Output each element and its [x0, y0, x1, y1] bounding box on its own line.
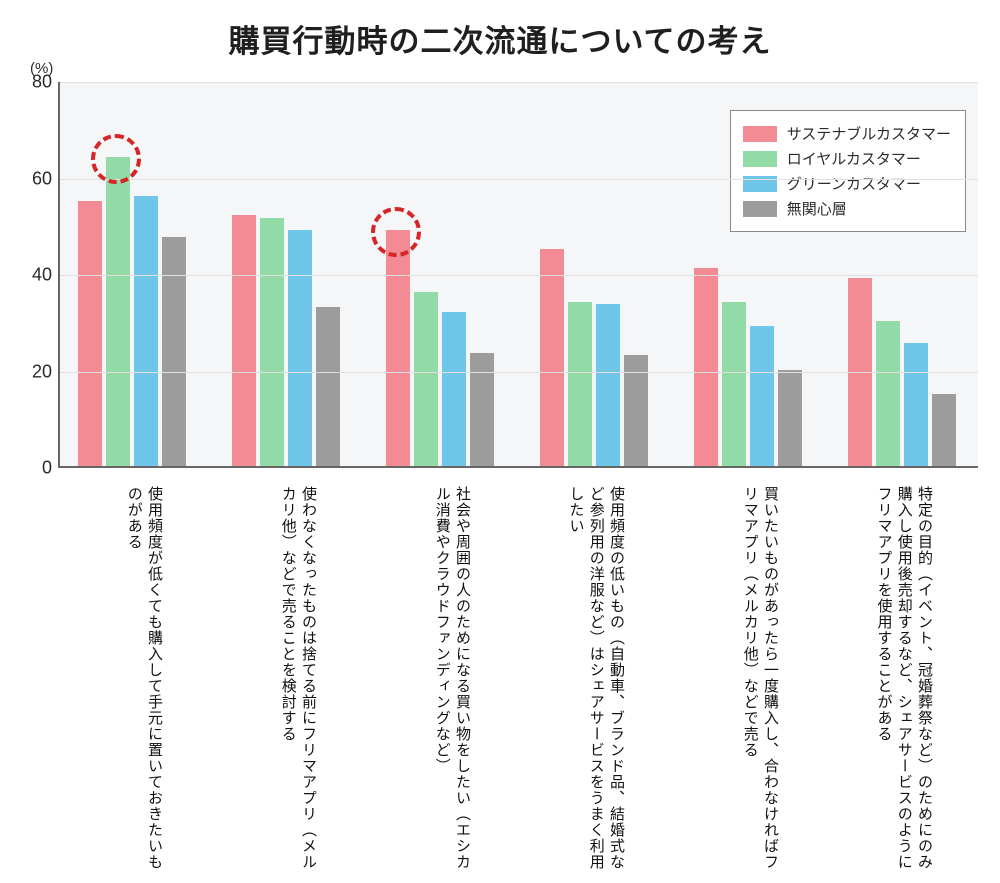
x-axis-category-label: 使わなくなったものは捨てる前にフリマアプリ（メルカリ他）などで売ることを検討する [250, 486, 318, 882]
legend-swatch [743, 126, 777, 142]
bar [932, 394, 956, 466]
bar [106, 157, 130, 466]
bar [442, 312, 466, 466]
y-tick-label: 80 [32, 72, 60, 93]
legend-item: サステナブルカスタマー [743, 121, 951, 146]
bar [568, 302, 592, 466]
gridline [60, 82, 978, 83]
legend-swatch [743, 201, 777, 217]
bar [134, 196, 158, 466]
x-axis-category-label: 使用頻度が低くても購入して手元に置いておきたいものがある [96, 486, 164, 882]
legend-label: ロイヤルカスタマー [787, 148, 921, 169]
bar [260, 218, 284, 466]
y-tick-label: 0 [42, 458, 60, 479]
legend: サステナブルカスタマーロイヤルカスタマーグリーンカスタマー無関心層 [730, 110, 966, 232]
bar [232, 215, 256, 466]
legend-item: ロイヤルカスタマー [743, 146, 951, 171]
chart-title: 購買行動時の二次流通についての考え [0, 0, 1000, 61]
gridline [60, 372, 978, 373]
y-tick-label: 20 [32, 361, 60, 382]
y-tick-label: 40 [32, 265, 60, 286]
bar [778, 370, 802, 467]
bar [316, 307, 340, 466]
gridline [60, 275, 978, 276]
legend-item: グリーンカスタマー [743, 171, 951, 196]
bar [78, 201, 102, 466]
bar [694, 268, 718, 466]
chart-page: 購買行動時の二次流通についての考え (%) サステナブルカスタマーロイヤルカスタ… [0, 0, 1000, 883]
bar [386, 230, 410, 466]
legend-label: グリーンカスタマー [787, 173, 921, 194]
x-axis-category-label: 特定の目的（イベント、冠婚葬祭など）のためにのみ購入し使用後売却するなど、シェア… [866, 486, 934, 882]
bar [162, 237, 186, 466]
plot-area: サステナブルカスタマーロイヤルカスタマーグリーンカスタマー無関心層 020406… [58, 82, 978, 468]
bar [876, 321, 900, 466]
x-axis-category-label: 社会や周囲の人のためになる買い物をしたい（エシカル消費やクラウドファンディングな… [404, 486, 472, 882]
bar [288, 230, 312, 466]
bar [414, 292, 438, 466]
x-axis-labels: 使用頻度が低くても購入して手元に置いておきたいものがある 使わなくなったものは捨て… [58, 486, 978, 882]
x-axis-category-label: 使用頻度の低いもの（自動車、ブランド品、結婚式など参列用の洋服など）はシェアサー… [558, 486, 626, 882]
bar [596, 304, 620, 466]
gridline [60, 179, 978, 180]
bar [904, 343, 928, 466]
bar [750, 326, 774, 466]
y-tick-label: 60 [32, 168, 60, 189]
bar [722, 302, 746, 466]
legend-item: 無関心層 [743, 196, 951, 221]
x-axis-category-label: 買いたいものがあったら一度購入し、合わなければフリマアプリ（メルカリ他）などで売… [712, 486, 780, 882]
legend-swatch [743, 151, 777, 167]
bar [540, 249, 564, 466]
legend-label: 無関心層 [787, 198, 847, 219]
bar [470, 353, 494, 466]
legend-label: サステナブルカスタマー [787, 123, 951, 144]
